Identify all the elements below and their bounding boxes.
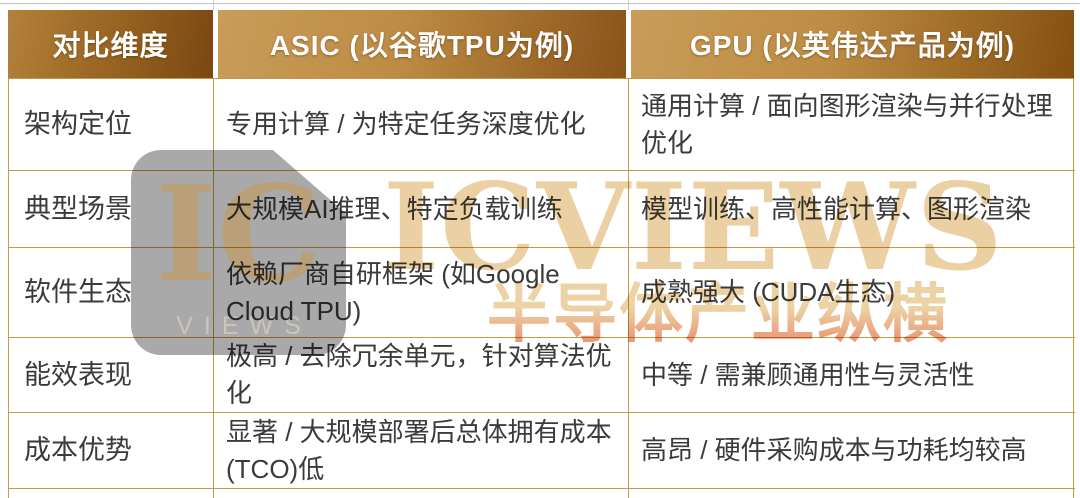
top-column-separator xyxy=(628,0,629,10)
gpu-cell: 通用计算 / 面向图形渲染与并行处理优化 xyxy=(629,79,1075,171)
row-label: 架构定位 xyxy=(9,79,214,171)
top-divider-line xyxy=(0,3,1080,4)
top-column-separator xyxy=(213,0,214,10)
column-header-gpu: GPU (以英伟达产品为例) xyxy=(631,10,1074,78)
gpu-cell: 模型训练、高性能计算、图形渲染 xyxy=(629,171,1075,248)
clipped-row-stub xyxy=(9,489,214,498)
asic-cell: 大规模AI推理、特定负载训练 xyxy=(214,171,629,248)
row-label: 成本优势 xyxy=(9,413,214,489)
clipped-row-stub xyxy=(629,489,1075,498)
asic-cell: 极高 / 去除冗余单元，针对算法优化 xyxy=(214,338,629,413)
column-header-asic: ASIC (以谷歌TPU为例) xyxy=(218,10,626,78)
row-label: 典型场景 xyxy=(9,171,214,248)
clipped-row-stub xyxy=(214,489,629,498)
gpu-cell: 成熟强大 (CUDA生态) xyxy=(629,248,1075,338)
row-label: 能效表现 xyxy=(9,338,214,413)
asic-cell: 显著 / 大规模部署后总体拥有成本(TCO)低 xyxy=(214,413,629,489)
row-label: 软件生态 xyxy=(9,248,214,338)
table-body: 架构定位 专用计算 / 为特定任务深度优化 通用计算 / 面向图形渲染与并行处理… xyxy=(8,78,1075,498)
asic-cell: 专用计算 / 为特定任务深度优化 xyxy=(214,79,629,171)
table-header-row: 对比维度 ASIC (以谷歌TPU为例) GPU (以英伟达产品为例) xyxy=(8,10,1074,78)
asic-cell: 依赖厂商自研框架 (如Google Cloud TPU) xyxy=(214,248,629,338)
column-header-dimension: 对比维度 xyxy=(8,10,213,78)
gpu-cell: 中等 / 需兼顾通用性与灵活性 xyxy=(629,338,1075,413)
gpu-cell: 高昂 / 硬件采购成本与功耗均较高 xyxy=(629,413,1075,489)
